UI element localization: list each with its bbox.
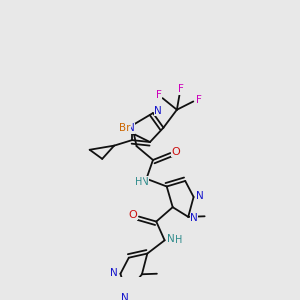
Text: N: N	[110, 268, 118, 278]
Text: F: F	[156, 90, 162, 100]
Text: Br: Br	[119, 123, 131, 133]
Text: O: O	[129, 210, 137, 220]
Text: N: N	[167, 234, 175, 244]
Text: N: N	[196, 190, 203, 201]
Text: H: H	[175, 235, 182, 245]
Text: H: H	[135, 176, 142, 187]
Text: N: N	[127, 123, 134, 133]
Text: N: N	[141, 176, 149, 187]
Text: N: N	[121, 293, 129, 300]
Text: N: N	[154, 106, 162, 116]
Text: F: F	[196, 95, 202, 105]
Text: N: N	[190, 213, 198, 223]
Text: O: O	[171, 147, 180, 157]
Text: F: F	[178, 84, 184, 94]
